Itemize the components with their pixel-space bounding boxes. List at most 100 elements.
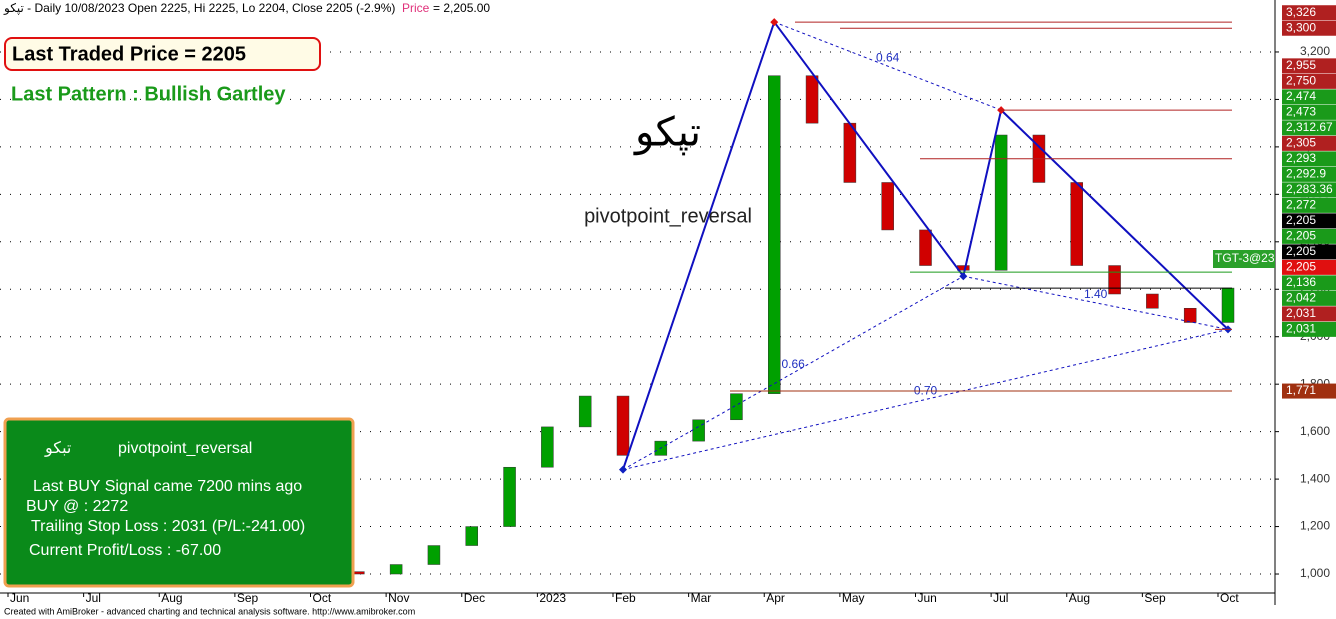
price-label-bg [1282, 383, 1336, 399]
y-tick-label: 3,200 [1300, 44, 1330, 58]
x-tick-label: Feb [615, 591, 636, 605]
price-label-bg [1282, 306, 1336, 322]
candle [692, 419, 705, 442]
x-tick-label: Oct [313, 591, 332, 605]
candle [768, 75, 781, 394]
candle [730, 393, 743, 421]
pattern-text: Last Pattern : Bullish Gartley [11, 83, 286, 105]
price-label-bg [1282, 151, 1336, 167]
price-label: 2,293 [1286, 151, 1316, 165]
info-symbol: تبکو [44, 440, 71, 457]
candle [1221, 287, 1235, 323]
pattern-dashed [963, 275, 1229, 330]
price-label-bg [1282, 259, 1336, 275]
watermark-symbol: تپکو [633, 111, 701, 156]
price-label: 2,042 [1286, 291, 1316, 305]
price-label: 2,305 [1286, 136, 1316, 150]
price-label-bg [1282, 104, 1336, 120]
price-label-bg [1282, 321, 1336, 337]
x-tick-label: Jul [993, 591, 1008, 605]
x-tick-label: Mar [691, 591, 712, 605]
price-label-bg [1282, 213, 1336, 229]
candle [1183, 307, 1197, 323]
pivot-marker [770, 18, 779, 27]
price-label-bg [1282, 135, 1336, 151]
y-tick-label: 1,000 [1300, 566, 1330, 580]
price-label-bg [1282, 275, 1336, 291]
pattern-dashed [622, 328, 1229, 471]
target-label: TGT-3@23 [1215, 251, 1275, 265]
price-label: 1,771 [1286, 383, 1316, 397]
price-label-bg [1282, 228, 1336, 244]
info-box: تبکو pivotpoint_reversal Last BUY Signal… [3, 417, 355, 588]
watermark-system: pivotpoint_reversal [584, 205, 752, 227]
price-label: 2,205 [1286, 229, 1316, 243]
price-label-bg [1282, 58, 1336, 74]
price-label-bg [1282, 20, 1336, 36]
candle [465, 526, 478, 546]
pattern-ratio: 0.66 [781, 357, 805, 371]
price-label: 2,292.9 [1286, 167, 1326, 181]
pattern-dashed [622, 275, 964, 471]
price-label: 2,205 [1286, 244, 1316, 258]
candle [389, 564, 403, 575]
x-tick-label: Aug [1069, 591, 1090, 605]
footer: Created with AmiBroker - advanced charti… [4, 606, 415, 616]
price-label: 2,312.67 [1286, 120, 1333, 134]
price-label-bg [1282, 244, 1336, 260]
x-tick-label: Dec [464, 591, 485, 605]
price-label: 3,326 [1286, 5, 1316, 19]
price-label: 2,031 [1286, 322, 1316, 336]
x-tick-label: Aug [161, 591, 182, 605]
price-label: 2,474 [1286, 89, 1316, 103]
candle [881, 182, 894, 231]
info-line: Trailing Stop Loss : 2031 (P/L:-241.00) [31, 518, 305, 535]
price-label-bg [1282, 197, 1336, 213]
candle [578, 395, 592, 428]
x-tick-label: Oct [1220, 591, 1239, 605]
price-label-bg [1282, 166, 1336, 182]
price-label: 2,955 [1286, 58, 1316, 72]
candle [427, 545, 441, 565]
info-line: BUY @ : 2272 [26, 498, 128, 515]
x-tick-label: Jun [10, 591, 29, 605]
info-line: Last BUY Signal came 7200 mins ago [33, 478, 302, 495]
info-box-bg [3, 417, 355, 588]
price-label-bg [1282, 290, 1336, 306]
x-tick-label: Sep [1144, 591, 1166, 605]
y-tick-label: 1,600 [1300, 424, 1330, 438]
pivot-marker [959, 272, 968, 281]
info-system: pivotpoint_reversal [118, 440, 252, 457]
header-price-value: = 2,205.00 [433, 1, 490, 15]
candle [1070, 182, 1083, 266]
candle [919, 229, 932, 266]
candle [805, 75, 819, 124]
price-label-bg [1282, 73, 1336, 89]
x-tick-label: Jun [918, 591, 937, 605]
price-label-bg [1282, 89, 1336, 105]
x-tick-label: May [842, 591, 865, 605]
ltp-box [4, 37, 321, 71]
price-label: 3,300 [1286, 20, 1316, 34]
price-label-bg [1282, 120, 1336, 136]
pattern-ratio: 1.40 [1084, 287, 1108, 301]
price-label: 2,750 [1286, 74, 1316, 88]
price-label-bg [1282, 5, 1336, 21]
x-tick-label: Apr [766, 591, 785, 605]
candle [1146, 293, 1159, 309]
candle [503, 466, 516, 527]
header-price-label: Price [402, 1, 430, 15]
ltp-text: Last Traded Price = 2205 [12, 43, 246, 65]
price-label: 2,283.36 [1286, 182, 1333, 196]
info-line: Current Profit/Loss : -67.00 [29, 542, 221, 559]
price-label: 2,205 [1286, 260, 1316, 274]
candle [1108, 265, 1121, 295]
candle [616, 395, 630, 456]
header-info: تپکو - Daily 10/08/2023 Open 2225, Hi 22… [3, 1, 395, 15]
pattern-dashed [774, 21, 1002, 111]
x-tick-label: Nov [388, 591, 409, 605]
price-label: 2,205 [1286, 213, 1316, 227]
plot-area: 0.641.400.660.70 [0, 18, 1275, 577]
pattern-ratio: 0.64 [876, 50, 900, 64]
